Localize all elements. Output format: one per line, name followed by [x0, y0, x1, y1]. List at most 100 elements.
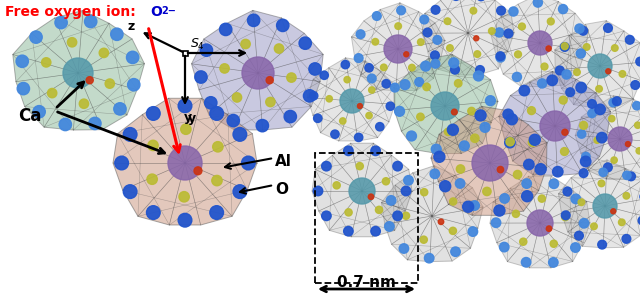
Circle shape: [495, 28, 504, 37]
Circle shape: [127, 51, 139, 64]
Circle shape: [522, 191, 532, 202]
Circle shape: [385, 222, 394, 231]
Circle shape: [367, 74, 376, 83]
Circle shape: [611, 157, 618, 163]
Circle shape: [505, 137, 515, 148]
Circle shape: [79, 99, 88, 108]
Circle shape: [619, 71, 626, 77]
Circle shape: [524, 159, 534, 170]
Circle shape: [474, 51, 481, 57]
Polygon shape: [555, 21, 640, 108]
Circle shape: [431, 92, 459, 120]
Circle shape: [241, 39, 250, 49]
Circle shape: [420, 236, 428, 243]
Circle shape: [605, 69, 611, 74]
Circle shape: [528, 138, 536, 146]
Circle shape: [17, 82, 29, 95]
Circle shape: [355, 133, 363, 141]
Polygon shape: [312, 143, 412, 237]
Circle shape: [111, 28, 123, 40]
Circle shape: [632, 101, 640, 110]
Polygon shape: [13, 10, 145, 130]
Circle shape: [599, 168, 607, 176]
Circle shape: [512, 210, 520, 217]
Circle shape: [528, 31, 552, 55]
Circle shape: [33, 106, 45, 118]
Circle shape: [623, 192, 630, 199]
Circle shape: [212, 175, 222, 186]
Circle shape: [627, 172, 636, 181]
Circle shape: [456, 165, 465, 173]
Circle shape: [527, 210, 553, 236]
Circle shape: [608, 127, 632, 151]
Circle shape: [576, 82, 586, 93]
Circle shape: [509, 7, 518, 16]
Circle shape: [527, 107, 536, 115]
Circle shape: [451, 65, 460, 74]
Circle shape: [372, 12, 381, 20]
Text: z: z: [128, 20, 135, 33]
Circle shape: [195, 71, 207, 83]
Circle shape: [404, 52, 409, 57]
Polygon shape: [431, 106, 547, 216]
Circle shape: [623, 171, 631, 180]
Circle shape: [460, 141, 469, 151]
Circle shape: [604, 24, 612, 33]
Circle shape: [393, 211, 403, 221]
Circle shape: [147, 206, 160, 219]
Circle shape: [547, 18, 554, 25]
Circle shape: [515, 51, 522, 58]
Circle shape: [562, 70, 571, 79]
Circle shape: [178, 99, 192, 113]
Circle shape: [575, 24, 584, 33]
Circle shape: [390, 83, 399, 92]
Circle shape: [147, 174, 157, 185]
Circle shape: [474, 71, 483, 81]
Circle shape: [210, 107, 223, 120]
Circle shape: [42, 58, 51, 67]
Circle shape: [399, 244, 409, 253]
Circle shape: [233, 128, 246, 141]
Circle shape: [341, 61, 349, 69]
Circle shape: [535, 164, 546, 175]
Polygon shape: [491, 0, 588, 87]
Circle shape: [320, 71, 328, 79]
Circle shape: [256, 119, 269, 132]
Circle shape: [55, 16, 67, 29]
Circle shape: [284, 110, 296, 123]
Circle shape: [563, 187, 572, 196]
Circle shape: [440, 181, 451, 192]
Circle shape: [266, 77, 273, 84]
Circle shape: [449, 58, 459, 68]
Circle shape: [556, 66, 564, 75]
Circle shape: [248, 14, 260, 26]
Circle shape: [468, 107, 476, 115]
Circle shape: [520, 238, 527, 245]
Circle shape: [148, 140, 158, 150]
Circle shape: [423, 83, 430, 91]
Circle shape: [604, 163, 612, 172]
Circle shape: [588, 109, 596, 118]
Circle shape: [580, 121, 588, 129]
Circle shape: [417, 113, 424, 121]
Circle shape: [561, 43, 568, 50]
Circle shape: [333, 182, 340, 189]
Circle shape: [331, 130, 339, 138]
Circle shape: [369, 87, 375, 93]
Circle shape: [598, 180, 605, 187]
Circle shape: [114, 103, 126, 115]
Circle shape: [313, 186, 323, 196]
Circle shape: [503, 109, 513, 119]
Circle shape: [595, 104, 605, 115]
Circle shape: [584, 44, 590, 50]
Circle shape: [449, 198, 457, 205]
Circle shape: [468, 227, 477, 236]
Circle shape: [397, 6, 406, 15]
Circle shape: [593, 194, 617, 218]
Text: 0.7 nm: 0.7 nm: [337, 275, 396, 290]
Circle shape: [371, 226, 380, 236]
Circle shape: [476, 66, 484, 74]
Circle shape: [417, 39, 424, 45]
Circle shape: [591, 223, 597, 230]
Circle shape: [547, 75, 557, 85]
